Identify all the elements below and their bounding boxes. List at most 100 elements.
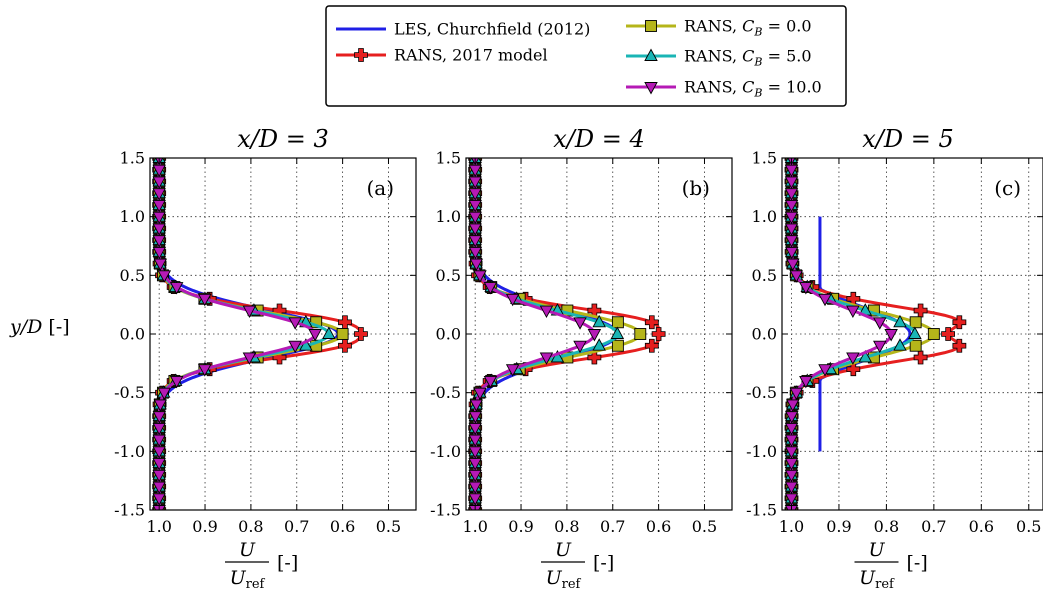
y-tick-label: -0.5	[746, 383, 777, 402]
legend-entry-rans2017: RANS, 2017 model	[336, 46, 548, 65]
series-cb10	[152, 158, 322, 510]
legend-entry-les: LES, Churchfield (2012)	[336, 20, 590, 39]
data-point-cb10	[483, 375, 498, 389]
y-tick-label: 0.5	[120, 266, 145, 285]
legend-entry-cb10: RANS, CB = 10.0	[626, 78, 822, 100]
data-point-cb10	[157, 270, 172, 283]
data-point-cb10	[169, 282, 184, 295]
data-point-rans2017	[952, 338, 967, 353]
data-point-cb10	[539, 305, 554, 318]
data-point-cb10	[573, 317, 587, 330]
y-tick-label: 1.0	[752, 207, 777, 226]
data-point-cb5	[610, 326, 625, 339]
y-tick-label: -1.5	[114, 501, 145, 520]
y-tick-label: 0.5	[436, 266, 461, 285]
data-point-cb10	[153, 399, 168, 412]
series-cb5	[152, 158, 336, 510]
data-point-cb5	[858, 350, 873, 363]
series-line-les	[157, 222, 340, 446]
x-tick-label: 0.5	[376, 517, 401, 536]
data-point-cb0	[336, 328, 349, 340]
series-group	[784, 158, 967, 510]
panel-label: (b)	[682, 176, 710, 200]
data-point-cb5	[893, 314, 907, 328]
x-tick-label: 0.9	[508, 517, 533, 536]
data-point-rans2017	[338, 315, 352, 330]
data-point-cb10	[152, 422, 166, 436]
legend-label: RANS, CB = 10.0	[684, 78, 822, 100]
legend-marker	[645, 20, 657, 32]
x-axis-label-denominator: Uref	[859, 567, 895, 592]
data-point-cb10	[288, 340, 302, 354]
y-tick-label: -0.5	[430, 383, 461, 402]
data-point-cb10	[469, 258, 484, 272]
legend-marker	[644, 82, 658, 95]
legend: LES, Churchfield (2012) RANS, 2017 model R…	[325, 5, 847, 107]
x-tick-label: 1.0	[146, 517, 171, 536]
data-point-cb10	[789, 270, 804, 283]
y-tick-label: 1.0	[436, 207, 461, 226]
data-point-cb10	[152, 411, 167, 424]
data-point-cb10	[799, 375, 813, 389]
data-point-cb10	[799, 282, 813, 295]
legend-label: RANS, 2017 model	[394, 46, 548, 65]
x-axis-label-denominator: Uref	[230, 567, 266, 592]
x-axis-label-3: U Uref [-]	[854, 539, 928, 592]
data-point-cb10	[483, 282, 498, 295]
series-les	[818, 216, 912, 452]
ticks: -1.5 -1.0 -0.5 0.0 0.5 1.0 1.5 1.0 0.9 0.8 0.7 0.6 0…	[746, 149, 1043, 536]
panel-title: x/D = 5	[862, 125, 954, 153]
data-point-cb10	[288, 317, 302, 330]
axis-labels: y/D [-] U Uref [-] U Uref [-] U Uref [-]	[9, 316, 928, 592]
data-point-cb10	[169, 375, 184, 389]
data-point-cb10	[468, 422, 482, 436]
data-point-cb5	[299, 338, 313, 351]
data-point-cb10	[468, 411, 483, 424]
x-tick-label: 0.7	[284, 517, 309, 536]
ticks: -1.5 -1.0 -0.5 0.0 0.5 1.0 1.5 1.0 0.9 0.8 0.7 0.6 0…	[114, 149, 416, 536]
panel-title: x/D = 4	[553, 125, 645, 153]
data-point-cb10	[818, 293, 832, 307]
y-tick-label: 0.0	[752, 325, 777, 344]
x-axis-label-numerator: U	[239, 539, 256, 561]
data-point-cb10	[308, 329, 322, 342]
data-point-cb5	[908, 326, 922, 339]
legend-label: RANS, CB = 0.0	[684, 17, 812, 39]
panels: -1.5 -1.0 -0.5 0.0 0.5 1.0 1.5 1.0 0.9 0.8 0.7 0.6 0…	[114, 125, 1043, 536]
series-line-les	[818, 216, 912, 452]
data-point-cb10	[473, 387, 487, 401]
data-point-cb0	[909, 316, 922, 329]
x-axis-label-unit: [-]	[907, 552, 928, 574]
data-point-rans2017	[354, 327, 368, 341]
x-tick-label: 0.6	[969, 517, 994, 536]
legend-label: RANS, CB = 5.0	[684, 47, 812, 69]
data-point-cb10	[505, 364, 520, 377]
data-point-cb5	[322, 326, 336, 339]
data-point-cb10	[784, 411, 799, 424]
data-point-cb10	[786, 399, 800, 412]
series-les	[157, 222, 340, 446]
series-group	[152, 158, 368, 510]
panel-2: -1.5 -1.0 -0.5 0.0 0.5 1.0 1.5 1.0 0.9 0.8 0.7 0.6 0…	[430, 125, 733, 536]
y-tick-label: 1.5	[436, 149, 461, 168]
panel-title: x/D = 3	[237, 125, 329, 153]
series-cb5	[468, 158, 625, 510]
y-tick-label: -1.0	[114, 442, 145, 461]
data-point-rans2017	[941, 327, 955, 341]
data-point-cb10	[873, 340, 887, 354]
data-point-rans2017	[644, 338, 659, 353]
x-axis-label-denominator: Uref	[546, 567, 582, 592]
x-tick-label: 0.8	[874, 517, 899, 536]
data-point-cb10	[873, 317, 887, 330]
x-axis-label-numerator: U	[555, 539, 572, 561]
data-point-cb10	[818, 364, 832, 377]
legend-entry-cb5: RANS, CB = 5.0	[626, 47, 812, 69]
x-tick-label: 0.7	[921, 517, 946, 536]
x-tick-label: 0.8	[238, 517, 263, 536]
data-point-cb10	[157, 387, 172, 401]
data-point-rans2017	[644, 315, 659, 330]
x-tick-label: 0.5	[1016, 517, 1041, 536]
panel-1: -1.5 -1.0 -0.5 0.0 0.5 1.0 1.5 1.0 0.9 0.8 0.7 0.6 0…	[114, 125, 417, 536]
x-tick-label: 0.7	[600, 517, 625, 536]
